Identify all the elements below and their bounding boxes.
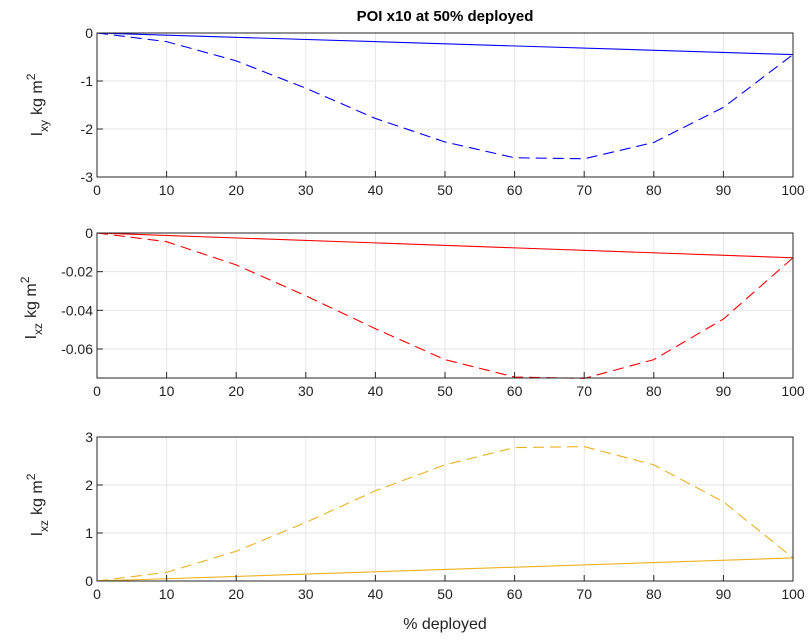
subplot-1-ytick-label-0: -0.06 xyxy=(61,341,93,357)
subplot-0-ticks: 0 10 20 30 40 50 60 70 80 90 100 -3 -2 -1 0 xyxy=(81,25,805,198)
subplot-2-ylabel-sub: xz xyxy=(37,520,51,532)
subplot-2-ylabel-sup: 2 xyxy=(24,473,38,480)
subplot-2-axes xyxy=(96,436,794,582)
subplot-1-ytick-label-1: -0.04 xyxy=(61,302,93,318)
subplot-2-series-solid-line xyxy=(97,557,793,582)
subplot-1-ticks: 0 10 20 30 40 50 60 70 80 90 100 -0.06 -0.04 -0.02 0 xyxy=(61,225,805,399)
subplot-2-ytick-label-1: 1 xyxy=(85,525,93,541)
subplot-2-xtick-label-2: 20 xyxy=(228,586,244,602)
subplot-ixy: 0 10 20 30 40 50 60 70 80 90 100 -3 -2 -1 0 Ixy kg m2 xyxy=(24,25,805,198)
subplot-0-axes xyxy=(96,32,794,178)
subplot-2-ylabel-base: I xyxy=(29,532,46,536)
subplot-1-ylabel-units: kg m xyxy=(23,283,40,318)
subplot-2-ytick-label-3: 3 xyxy=(85,429,93,445)
subplot-0-xtick-label-4: 40 xyxy=(368,182,384,198)
subplot-2-xtick-label-5: 50 xyxy=(437,586,453,602)
subplot-1-xtick-label-6: 60 xyxy=(507,383,523,399)
subplot-1-axes xyxy=(96,232,794,379)
subplot-2-grid xyxy=(96,436,794,582)
subplot-2-ylabel-units: kg m xyxy=(29,480,46,515)
subplot-0-xtick-label-6: 60 xyxy=(507,182,523,198)
subplot-1-xtick-label-0: 0 xyxy=(93,383,101,399)
subplot-1-xtick-label-3: 30 xyxy=(298,383,314,399)
subplot-ixz: 0 10 20 30 40 50 60 70 80 90 100 -0.06 -0.04 -0.02 0 I… xyxy=(18,225,805,399)
subplot-2-ticks: 0 10 20 30 40 50 60 70 80 90 100 0 1 2 3 xyxy=(85,429,805,602)
subplot-2-xtick-label-3: 30 xyxy=(298,586,314,602)
subplot-0-ytick-label-0: -3 xyxy=(81,169,94,185)
subplot-1-xtick-label-8: 80 xyxy=(646,383,662,399)
x-axis-label: % deployed xyxy=(403,616,487,633)
subplot-1-xtick-label-2: 20 xyxy=(228,383,244,399)
subplot-0-ylabel: Ixy kg m2 xyxy=(24,73,51,136)
subplot-2-ytick-label-0: 0 xyxy=(85,573,93,589)
subplot-2-ytick-label-2: 2 xyxy=(85,477,93,493)
subplot-1-xtick-label-1: 10 xyxy=(159,383,175,399)
subplot-2-series xyxy=(97,446,793,582)
subplot-0-xtick-label-5: 50 xyxy=(437,182,453,198)
subplot-2-xtick-label-1: 10 xyxy=(159,586,175,602)
subplot-1-ylabel-sup: 2 xyxy=(18,276,32,283)
subplot-0-ytick-label-2: -1 xyxy=(81,73,94,89)
subplot-1-series-dashed-line xyxy=(97,232,793,379)
subplot-1-xtick-label-10: 100 xyxy=(781,383,805,399)
subplot-2-xtick-label-10: 100 xyxy=(781,586,805,602)
subplot-2-xtick-label-8: 80 xyxy=(646,586,662,602)
subplot-1-ytick-label-3: 0 xyxy=(85,225,93,241)
subplot-0-ylabel-base: I xyxy=(29,132,46,136)
subplot-1-ylabel-base: I xyxy=(23,335,40,339)
subplot-0-series xyxy=(97,32,793,160)
subplot-0-ylabel-units: kg m xyxy=(29,80,46,115)
subplot-2-xtick-label-7: 70 xyxy=(576,586,592,602)
subplot-2-xtick-label-0: 0 xyxy=(93,586,101,602)
subplot-2-xtick-label-4: 40 xyxy=(368,586,384,602)
subplot-1-xtick-label-5: 50 xyxy=(437,383,453,399)
subplot-0-series-dashed-line xyxy=(97,32,793,160)
subplot-1-xtick-label-4: 40 xyxy=(368,383,384,399)
subplot-1-series xyxy=(97,232,793,379)
subplot-0-series-solid-line xyxy=(97,32,793,56)
subplot-0-xtick-label-9: 90 xyxy=(716,182,732,198)
subplot-0-xtick-label-3: 30 xyxy=(298,182,314,198)
subplot-0-grid xyxy=(96,32,794,178)
chart-title: POI x10 at 50% deployed xyxy=(357,8,534,25)
subplot-2-ylabel: Ixz kg m2 xyxy=(24,473,51,536)
subplot-0-xtick-label-0: 0 xyxy=(93,182,101,198)
subplot-1-ylabel: Ixz kg m2 xyxy=(18,276,45,339)
subplot-0-xtick-label-10: 100 xyxy=(781,182,805,198)
subplot-1-series-solid-line xyxy=(97,232,793,259)
subplot-1-grid xyxy=(96,232,794,378)
subplot-0-ylabel-sub: xy xyxy=(37,120,51,132)
subplot-0-ytick-label-1: -2 xyxy=(81,121,94,137)
subplot-2-xtick-label-9: 90 xyxy=(716,586,732,602)
subplot-1-ylabel-sub: xz xyxy=(31,323,45,335)
subplot-0-ylabel-sup: 2 xyxy=(24,73,38,80)
subplot-1-xtick-label-7: 70 xyxy=(576,383,592,399)
subplot-0-ytick-label-3: 0 xyxy=(85,25,93,41)
subplot-0-xtick-label-2: 20 xyxy=(228,182,244,198)
subplot-0-xtick-label-8: 80 xyxy=(646,182,662,198)
subplot-0-xtick-label-7: 70 xyxy=(576,182,592,198)
subplot-2-xtick-label-6: 60 xyxy=(507,586,523,602)
subplot-1-xtick-label-9: 90 xyxy=(716,383,732,399)
subplot-0-xtick-label-1: 10 xyxy=(159,182,175,198)
subplot-1-ytick-label-2: -0.02 xyxy=(61,264,93,280)
